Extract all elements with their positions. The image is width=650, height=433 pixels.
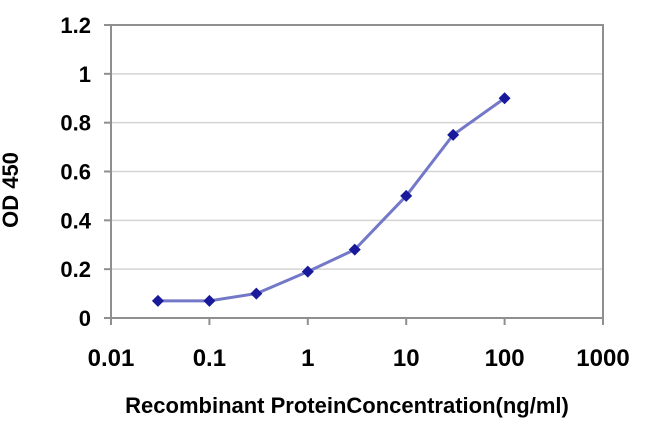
data-point-marker [250,287,263,300]
x-tick-label: 100 [485,345,525,372]
y-tick-label: 1 [79,62,91,87]
x-tick-label: 10 [393,345,420,372]
data-point-marker [447,128,460,141]
data-point-marker [301,265,314,278]
y-axis-title: OD 450 [0,152,23,228]
y-tick-label: 1.2 [60,13,91,38]
data-point-marker [400,189,413,202]
y-tick-label: 0.8 [60,111,91,136]
data-point-marker [348,243,361,256]
x-axis-title: Recombinant ProteinConcentration(ng/ml) [125,393,569,418]
y-tick-label: 0 [79,306,91,331]
data-point-marker [498,92,511,105]
y-tick-label: 0.2 [60,257,91,282]
series-line [156,96,507,303]
y-tick-label: 0.4 [60,208,91,233]
x-tick-label: 0.01 [88,345,135,372]
data-point-marker [151,294,164,307]
y-tick-label: 0.6 [60,160,91,185]
x-tick-label: 1000 [576,345,629,372]
x-tick-label: 1 [301,345,314,372]
data-point-marker [203,294,216,307]
x-tick-label: 0.1 [193,345,226,372]
plot-area: 0 0.2 0.4 0.6 0.8 1 1.2 0.01 0.1 1 10 100 1000 [60,13,629,372]
plot-frame [110,24,604,319]
